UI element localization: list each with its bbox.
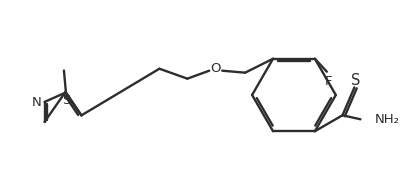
Text: O: O xyxy=(210,62,220,75)
Text: S: S xyxy=(62,94,70,107)
Text: F: F xyxy=(325,75,333,88)
Text: NH₂: NH₂ xyxy=(374,113,399,126)
Text: S: S xyxy=(351,73,360,88)
Text: N: N xyxy=(32,96,41,109)
